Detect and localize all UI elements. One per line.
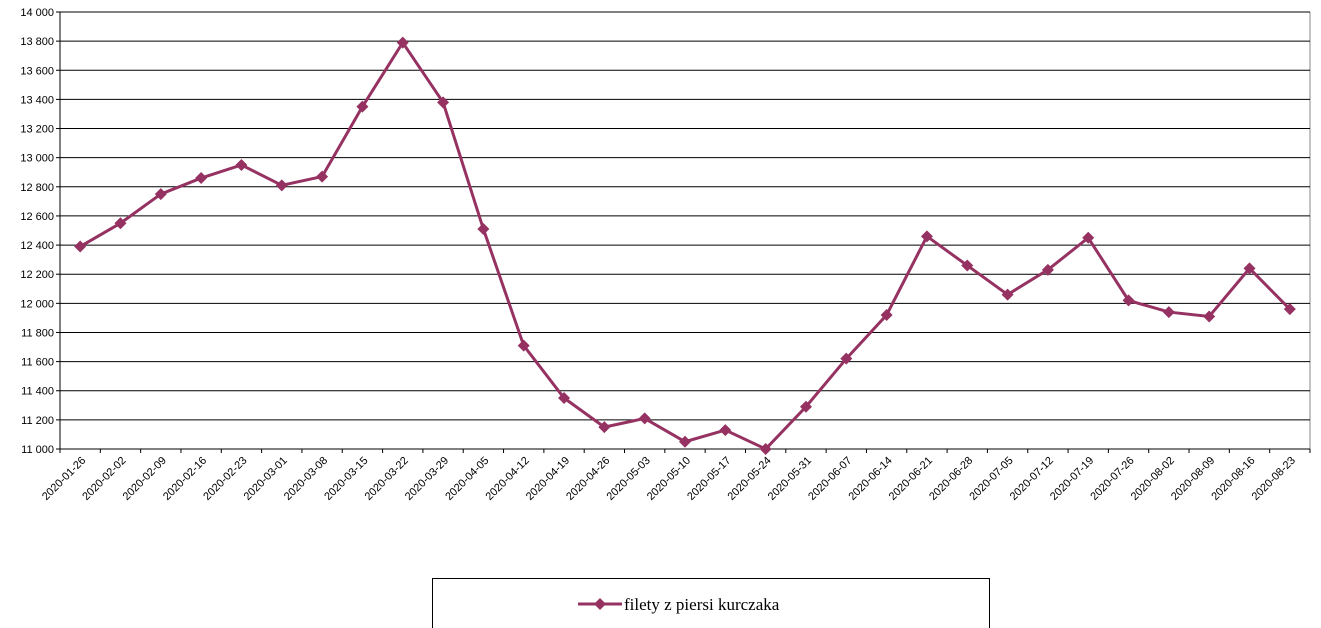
point-marker bbox=[1203, 310, 1216, 323]
point-marker bbox=[1122, 294, 1135, 307]
point-marker bbox=[517, 339, 530, 352]
point-marker bbox=[437, 96, 450, 109]
y-tick-label: 12 200 bbox=[20, 269, 54, 281]
point-marker bbox=[195, 172, 208, 185]
y-tick-label: 12 600 bbox=[20, 211, 54, 223]
point-marker bbox=[558, 392, 571, 405]
point-marker bbox=[961, 259, 974, 272]
y-tick-label: 13 200 bbox=[20, 124, 54, 136]
point-marker bbox=[799, 400, 812, 413]
point-marker bbox=[316, 170, 329, 183]
legend-marker bbox=[594, 598, 606, 610]
point-marker bbox=[759, 443, 772, 455]
point-marker bbox=[396, 36, 409, 49]
y-tick-label: 11 600 bbox=[21, 357, 54, 369]
point-marker bbox=[719, 424, 732, 437]
point-marker bbox=[275, 179, 288, 192]
point-marker bbox=[1001, 288, 1014, 301]
point-marker bbox=[74, 240, 87, 253]
y-tick-label: 13 800 bbox=[20, 36, 54, 48]
point-marker bbox=[1243, 262, 1256, 275]
y-tick-label: 12 000 bbox=[20, 298, 54, 310]
point-marker bbox=[920, 230, 933, 243]
point-marker bbox=[840, 352, 853, 365]
y-tick-label: 13 600 bbox=[20, 65, 54, 77]
y-tick-label: 12 800 bbox=[20, 182, 54, 194]
y-tick-label: 11 200 bbox=[21, 415, 54, 427]
point-marker bbox=[1162, 306, 1175, 319]
legend-label: filety z piersi kurczaka bbox=[624, 595, 780, 614]
point-marker bbox=[598, 421, 611, 434]
y-tick-label: 12 400 bbox=[20, 240, 54, 252]
point-marker bbox=[1082, 231, 1095, 244]
point-marker bbox=[679, 435, 691, 448]
point-marker bbox=[235, 158, 248, 171]
series-line bbox=[79, 39, 1291, 451]
y-tick-label: 11 400 bbox=[21, 386, 54, 398]
point-marker bbox=[638, 412, 651, 425]
y-tick-label: 13 000 bbox=[20, 153, 54, 165]
point-marker bbox=[114, 217, 127, 230]
y-tick-label: 14 000 bbox=[20, 7, 54, 19]
point-marker bbox=[477, 223, 490, 236]
legend-box bbox=[432, 578, 990, 628]
point-marker bbox=[1283, 303, 1296, 316]
point-marker bbox=[880, 308, 893, 321]
point-marker bbox=[1041, 263, 1054, 276]
y-tick-label: 11 000 bbox=[21, 444, 54, 456]
point-marker bbox=[356, 100, 369, 113]
point-marker bbox=[154, 188, 167, 201]
x-tick-label: 2020-08-23 bbox=[1250, 455, 1298, 503]
y-tick-label: 13 400 bbox=[20, 94, 54, 106]
y-tick-label: 11 800 bbox=[21, 327, 54, 339]
